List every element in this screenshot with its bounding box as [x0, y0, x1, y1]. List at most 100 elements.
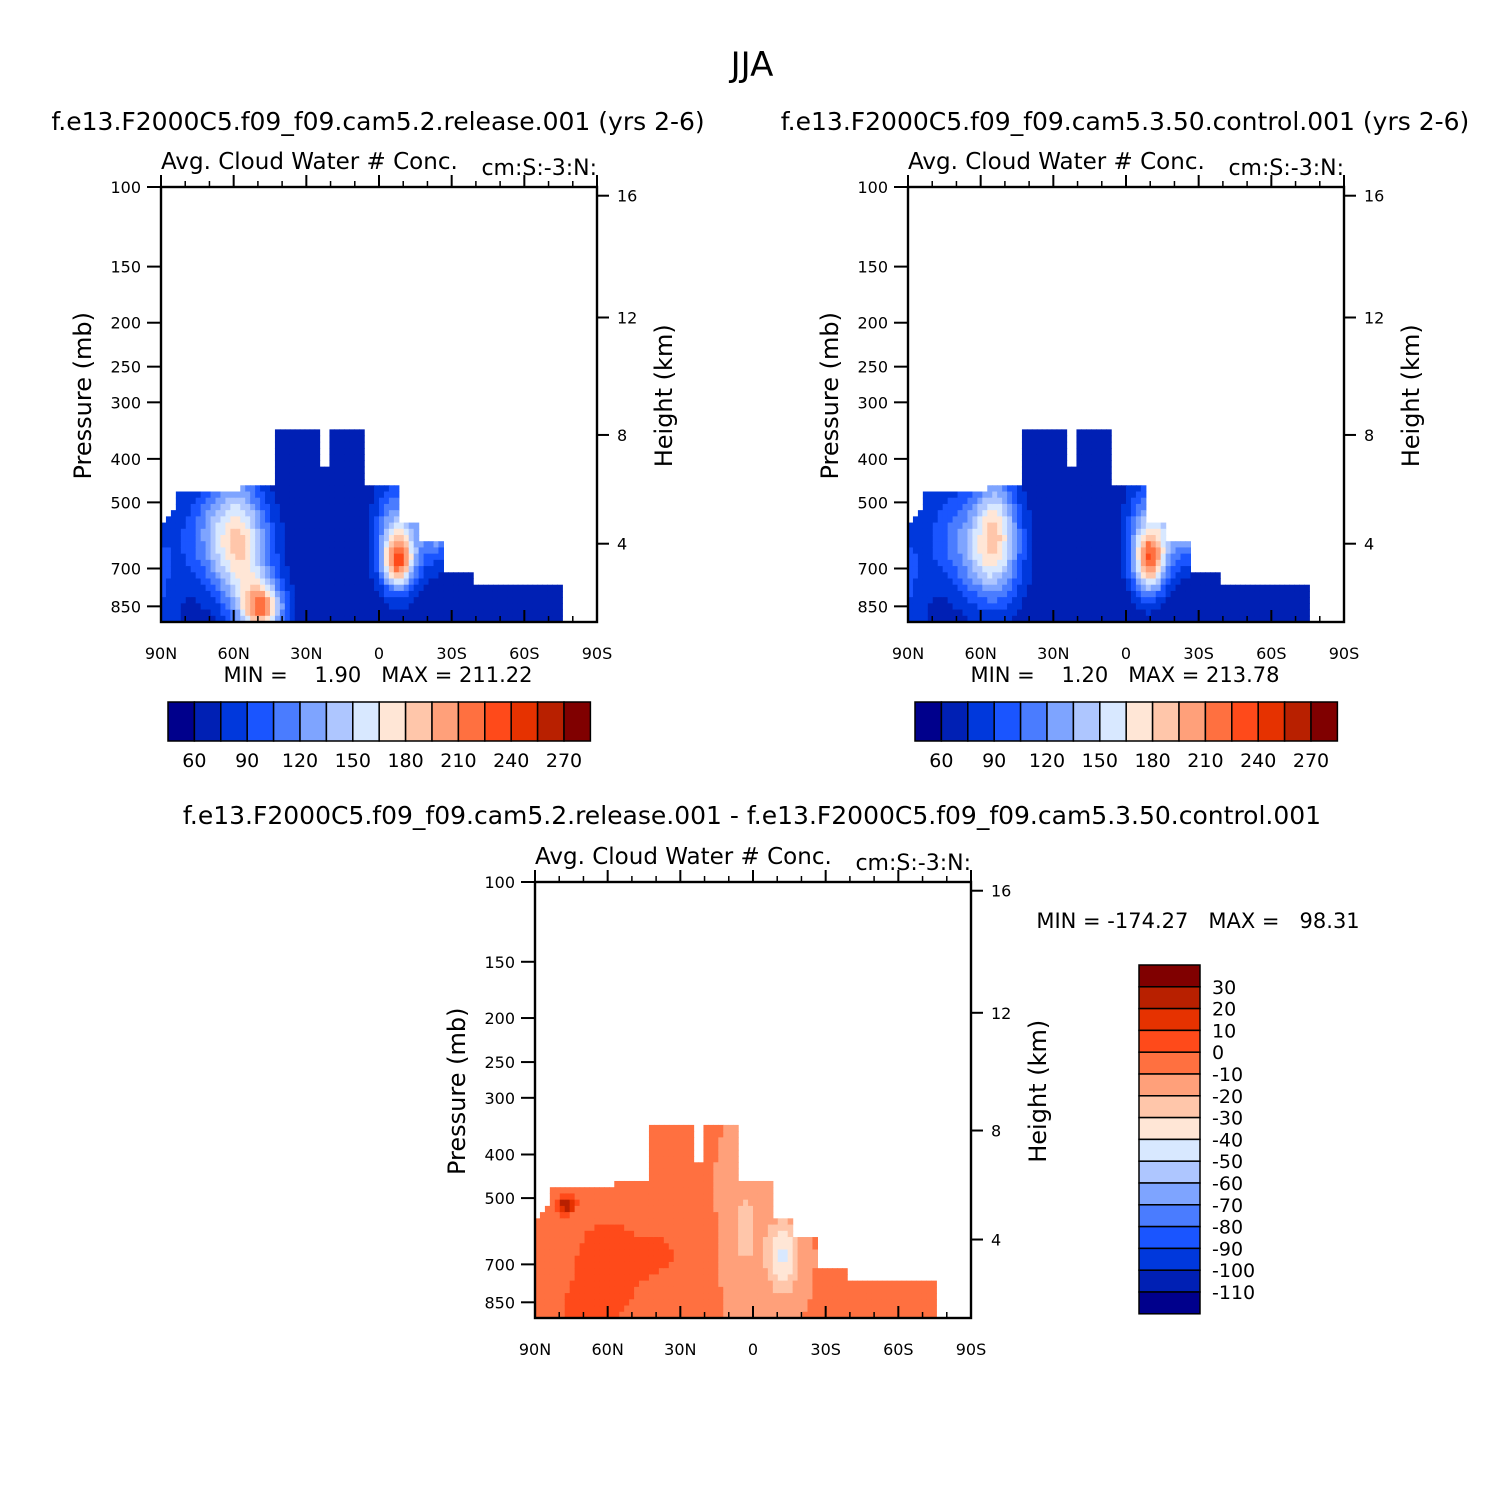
heatmap-cell [344, 460, 350, 468]
heatmap-cell [408, 559, 415, 567]
heatmap-cell [324, 597, 331, 604]
heatmap-cell [1145, 559, 1152, 567]
heatmap-cell [1076, 479, 1082, 486]
heatmap-cell [757, 1237, 764, 1244]
heatmap-cell [559, 1224, 566, 1232]
heatmap-cell [185, 541, 192, 549]
heatmap-cell [1106, 503, 1112, 511]
heatmap-cell [1180, 559, 1187, 567]
heatmap-cell [663, 1293, 670, 1300]
heatmap-cell [374, 535, 380, 542]
heatmap-cell [639, 1305, 645, 1313]
heatmap-cell [648, 1168, 655, 1176]
heatmap-cell [473, 584, 479, 592]
heatmap-cell [1106, 553, 1112, 561]
heatmap-cell [334, 441, 340, 449]
heatmap-cell [265, 572, 271, 580]
heatmap-cell [673, 1168, 680, 1176]
heatmap-cell [1081, 503, 1087, 511]
heatmap-cell [1200, 603, 1206, 611]
heatmap-cell [906, 1311, 913, 1319]
heatmap-cell [1036, 466, 1043, 474]
heatmap-cell [688, 1311, 695, 1319]
heatmap-cell [723, 1311, 729, 1319]
heatmap-cell [743, 1243, 749, 1251]
heatmap-cell [1056, 497, 1063, 505]
heatmap-cell [314, 522, 321, 530]
heatmap-cell [1086, 479, 1092, 486]
heatmap-cell [190, 590, 197, 598]
heatmap-cell [728, 1311, 734, 1319]
heatmap-cell [324, 541, 331, 549]
heatmap-cell [658, 1156, 665, 1163]
heatmap-cell [678, 1293, 685, 1300]
heatmap-cell [284, 528, 291, 536]
heatmap-cell [772, 1274, 779, 1282]
heatmap-cell [876, 1286, 883, 1294]
heatmap-cell [713, 1149, 719, 1157]
heatmap-cell [693, 1205, 700, 1213]
heatmap-cell [1076, 448, 1082, 455]
heatmap-cell [708, 1311, 714, 1319]
heatmap-cell [1195, 597, 1201, 604]
heatmap-cell [594, 1280, 600, 1288]
heatmap-cell [215, 603, 222, 611]
heatmap-cell [1036, 572, 1043, 580]
heatmap-cell [619, 1299, 625, 1307]
heatmap-cell [329, 547, 335, 555]
heatmap-cell [1111, 590, 1117, 598]
heatmap-cell [1135, 578, 1142, 586]
heatmap-cell [723, 1199, 729, 1207]
heatmap-cell [1165, 553, 1172, 561]
heatmap-cell [648, 1299, 655, 1307]
heatmap-cell [866, 1280, 873, 1288]
heatmap-cell [549, 1230, 556, 1238]
heatmap-cell [549, 1286, 556, 1294]
heatmap-cell [1096, 547, 1102, 555]
heatmap-cell [663, 1174, 670, 1182]
heatmap-cell [1051, 510, 1058, 517]
heatmap-cell [658, 1193, 665, 1201]
heatmap-cell [443, 609, 449, 617]
heatmap-cell [250, 572, 256, 580]
heatmap-cell [609, 1205, 615, 1213]
heatmap-cell [1155, 553, 1162, 561]
heatmap-cell [718, 1162, 724, 1170]
heatmap-cell [265, 597, 271, 604]
heatmap-cell [448, 578, 454, 586]
heatmap-cell [1066, 528, 1073, 536]
heatmap-cell [1106, 603, 1112, 611]
heatmap-cell [324, 497, 331, 505]
heatmap-cell [294, 572, 301, 580]
heatmap-cell [1190, 578, 1196, 586]
heatmap-cell [619, 1212, 625, 1219]
heatmap-cell [967, 609, 973, 617]
heatmap-cell [967, 572, 973, 580]
heatmap-cell [502, 597, 509, 604]
heatmap-cell [564, 1230, 571, 1238]
heatmap-cell [1101, 615, 1107, 623]
heatmap-cell [594, 1274, 600, 1282]
heatmap-cell [658, 1218, 665, 1226]
colorbar-label: -80 [1212, 1217, 1243, 1239]
heatmap-cell [911, 1286, 918, 1294]
heatmap-cell [629, 1249, 635, 1257]
heatmap-cell [668, 1143, 675, 1151]
heatmap-cell [579, 1243, 586, 1251]
heatmap-cell [1126, 497, 1132, 505]
heatmap-cell [175, 584, 182, 592]
heatmap-cell [210, 597, 217, 604]
heatmap-cell [478, 615, 484, 623]
heatmap-cell [942, 522, 949, 530]
heatmap-cell [554, 1187, 561, 1195]
heatmap-cell [1002, 572, 1008, 580]
heatmap-cell [977, 590, 983, 598]
heatmap-cell [569, 1199, 576, 1207]
heatmap-cell [688, 1230, 695, 1238]
heatmap-cell [723, 1274, 729, 1282]
heatmap-cell [1135, 503, 1142, 511]
heatmap-cell [289, 547, 296, 555]
heatmap-cell [1061, 466, 1068, 474]
heatmap-cell [1230, 584, 1236, 592]
heatmap-cell [977, 572, 983, 580]
